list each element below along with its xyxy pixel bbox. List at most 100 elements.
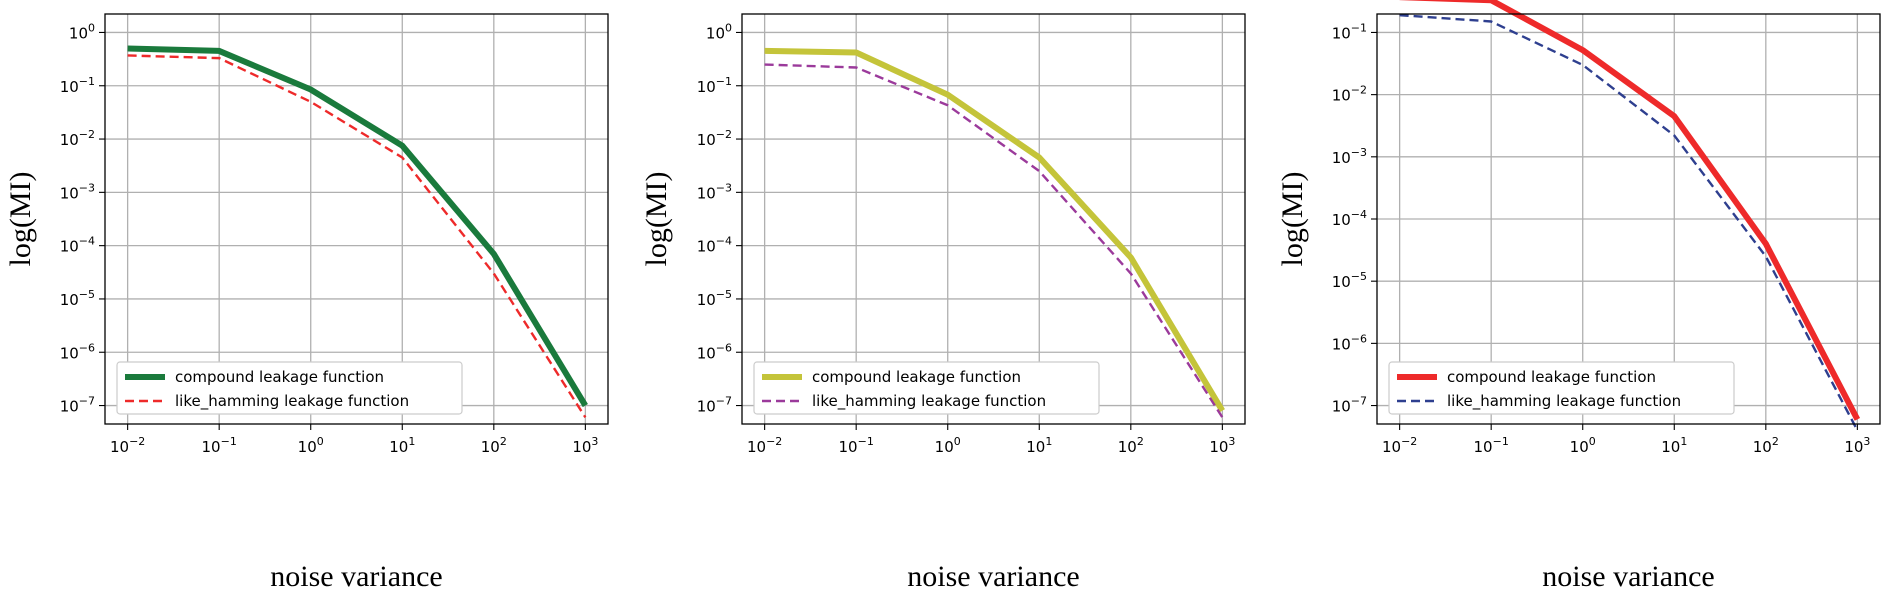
x-tick-label-exp: 0 <box>317 435 324 448</box>
y-tick-label-exp: −1 <box>1351 21 1367 34</box>
y-tick-label-exp: −5 <box>79 288 95 301</box>
x-axis-label: noise variance <box>270 560 442 593</box>
legend: compound leakage function like_hamming le… <box>1388 361 1735 415</box>
y-tick-label: 10−5 <box>1332 270 1367 291</box>
y-tick-label-exp: 0 <box>725 21 732 34</box>
chart-panel-3: 10−2 10−1 100 101 102 10310−710−610−510−410−3… <box>1276 0 1881 593</box>
x-tick-label-base: 10 <box>1382 438 1401 456</box>
x-tick-label-base: 10 <box>481 438 500 456</box>
y-tick-label-base: 10 <box>1332 87 1351 105</box>
x-tick-label: 101 <box>1661 435 1687 456</box>
x-tick-label: 103 <box>1844 435 1870 456</box>
y-tick-label: 10−7 <box>1332 395 1367 416</box>
y-axis-label: log(MI) <box>640 172 673 267</box>
y-tick-label: 100 <box>706 21 732 42</box>
y-tick-label: 10−3 <box>697 181 732 202</box>
y-tick-label-base: 10 <box>60 78 79 96</box>
x-tick-label-exp: 2 <box>500 435 507 448</box>
x-tick-label: 100 <box>935 435 961 456</box>
y-tick-label-exp: −2 <box>716 128 732 141</box>
y-tick-label-base: 10 <box>697 398 716 416</box>
y-tick-label-base: 10 <box>1332 149 1351 167</box>
y-tick-label-exp: −1 <box>79 75 95 88</box>
y-tick-label: 10−7 <box>697 395 732 416</box>
y-tick-label: 10−6 <box>697 341 732 362</box>
y-tick-label: 10−4 <box>1332 208 1367 229</box>
x-tick-label-exp: 2 <box>1137 435 1144 448</box>
y-tick-label-base: 10 <box>697 291 716 309</box>
y-tick-label: 10−5 <box>60 288 95 309</box>
y-tick-label-exp: −4 <box>716 235 732 248</box>
y-tick-label: 100 <box>69 21 95 42</box>
legend-label: compound leakage function <box>812 368 1021 386</box>
x-tick-label-exp: 3 <box>1228 435 1235 448</box>
x-tick-label-base: 10 <box>1474 438 1493 456</box>
x-tick-label-exp: 3 <box>1863 435 1870 448</box>
x-tick-label-base: 10 <box>110 438 129 456</box>
series-line-like-hamming <box>127 54 587 419</box>
legend-box <box>753 361 1100 415</box>
y-tick-label-exp: −6 <box>716 341 732 354</box>
x-tick-label-exp: −1 <box>1493 435 1509 448</box>
legend-label: like_hamming leakage function <box>1447 392 1681 411</box>
y-tick-label-exp: −1 <box>716 75 732 88</box>
x-tick-label-exp: −2 <box>766 435 782 448</box>
x-tick-label-base: 10 <box>1026 438 1045 456</box>
plot-frame <box>1376 13 1881 425</box>
y-tick-label-exp: −6 <box>1351 332 1367 345</box>
y-tick-label: 10−1 <box>1332 21 1367 42</box>
y-tick-label-exp: −3 <box>716 181 732 194</box>
y-tick-label-base: 10 <box>1332 273 1351 291</box>
y-tick-label-exp: −2 <box>79 128 95 141</box>
y-tick-label-base: 10 <box>697 184 716 202</box>
y-tick-label-base: 10 <box>697 78 716 96</box>
x-tick-label-exp: −2 <box>129 435 145 448</box>
y-tick-label: 10−2 <box>60 128 95 149</box>
y-tick-label: 10−2 <box>697 128 732 149</box>
x-tick-label-exp: 0 <box>1589 435 1596 448</box>
x-tick-label: 10−2 <box>1382 435 1417 456</box>
y-tick-label: 10−3 <box>60 181 95 202</box>
x-tick-label: 10−1 <box>202 435 237 456</box>
x-tick-label-exp: −1 <box>858 435 874 448</box>
chart-panel-1: 10−2 10−1 100 101 102 10310−710−610−510−410−3… <box>4 13 609 593</box>
series-line-compound <box>127 45 588 408</box>
y-tick-label: 10−1 <box>697 75 732 96</box>
y-tick-label: 10−1 <box>60 75 95 96</box>
x-tick-label-base: 10 <box>389 438 408 456</box>
plot-frame <box>741 13 1246 425</box>
y-tick-label-base: 10 <box>697 344 716 362</box>
y-tick-label-base: 10 <box>1332 398 1351 416</box>
y-tick-label: 10−3 <box>1332 146 1367 167</box>
legend: compound leakage function like_hamming le… <box>116 361 463 415</box>
y-tick-label-base: 10 <box>60 184 79 202</box>
x-tick-label-exp: 1 <box>1045 435 1052 448</box>
x-tick-label: 100 <box>1570 435 1596 456</box>
x-tick-label-base: 10 <box>1209 438 1228 456</box>
y-tick-label-exp: −2 <box>1351 84 1367 97</box>
y-tick-label: 10−6 <box>1332 332 1367 353</box>
y-tick-label-exp: −6 <box>79 341 95 354</box>
x-tick-label-exp: 3 <box>591 435 598 448</box>
x-tick-label: 10−2 <box>747 435 782 456</box>
legend-label: like_hamming leakage function <box>812 392 1046 411</box>
x-tick-label-base: 10 <box>1661 438 1680 456</box>
legend-label: like_hamming leakage function <box>175 392 409 411</box>
x-tick-label-base: 10 <box>1844 438 1863 456</box>
y-tick-label-exp: −5 <box>716 288 732 301</box>
x-tick-label: 10−1 <box>839 435 874 456</box>
series-line-like-hamming <box>764 63 1224 419</box>
y-tick-label-exp: −7 <box>716 395 732 408</box>
x-tick-label-base: 10 <box>747 438 766 456</box>
x-tick-label: 102 <box>481 435 507 456</box>
y-tick-label-exp: −7 <box>79 395 95 408</box>
x-tick-label-base: 10 <box>1570 438 1589 456</box>
y-tick-label-base: 10 <box>697 238 716 256</box>
x-tick-label-base: 10 <box>935 438 954 456</box>
x-axis-label: noise variance <box>1542 560 1714 593</box>
y-tick-label: 10−4 <box>697 235 732 256</box>
y-tick-label-base: 10 <box>1332 211 1351 229</box>
x-tick-label-exp: 1 <box>408 435 415 448</box>
x-tick-label-exp: −2 <box>1401 435 1417 448</box>
y-tick-label-base: 10 <box>697 131 716 149</box>
